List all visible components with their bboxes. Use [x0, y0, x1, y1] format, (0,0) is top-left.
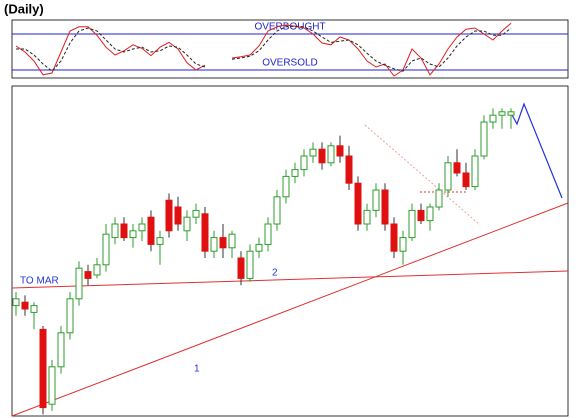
candle-body — [354, 182, 362, 225]
candle-body — [129, 230, 137, 239]
candle-body — [66, 298, 74, 334]
annotation: TO MAR — [20, 276, 59, 287]
candle-body — [273, 196, 281, 225]
annotation: 1 — [194, 364, 200, 375]
candle-body — [84, 271, 92, 279]
support-line — [11, 270, 569, 289]
candle-body — [264, 223, 272, 245]
candle-body — [300, 155, 308, 171]
candle-body — [327, 145, 335, 164]
candle-body — [165, 199, 173, 232]
candle-body — [102, 233, 110, 266]
candle-body — [498, 111, 506, 116]
candle-body — [237, 257, 245, 279]
candle-body — [336, 145, 344, 157]
oscillator-line — [231, 25, 512, 72]
candle-body — [228, 233, 236, 249]
candle-body — [309, 148, 317, 157]
candle-body — [345, 155, 353, 184]
candle-body — [390, 223, 398, 252]
candle-body — [399, 237, 407, 252]
candle-body — [30, 305, 38, 313]
candle-body — [435, 189, 443, 208]
oscillator-line — [231, 22, 512, 77]
candle-body — [57, 332, 65, 368]
candle-body — [75, 267, 83, 300]
candle-body — [471, 155, 479, 188]
price-panel — [11, 85, 569, 417]
candle-body — [201, 213, 209, 252]
candle-body — [147, 216, 155, 245]
candle-body — [93, 264, 101, 276]
candle-body — [255, 243, 263, 252]
resistance-line — [364, 124, 481, 226]
annotation: 2 — [272, 268, 278, 279]
candle-body — [39, 328, 47, 409]
trend-line — [11, 202, 569, 417]
level-label: OVERSOLD — [262, 58, 318, 69]
candle-body — [219, 237, 227, 249]
candle-body — [156, 237, 164, 245]
candle-body — [363, 209, 371, 225]
candle-body — [120, 223, 128, 239]
candle-body — [48, 366, 56, 405]
candle-body — [12, 298, 20, 307]
candle-body — [507, 111, 515, 116]
candle-body — [210, 237, 218, 252]
candle-body — [462, 172, 470, 188]
candle-body — [174, 206, 182, 225]
candle-body — [318, 148, 326, 164]
candle-body — [111, 223, 119, 239]
candle-body — [192, 209, 200, 218]
oscillator-panel — [11, 19, 569, 79]
candle-body — [444, 162, 452, 191]
projection — [510, 102, 563, 199]
candle-body — [21, 301, 29, 310]
candle-body — [381, 189, 389, 225]
candle-body — [291, 169, 299, 177]
oscillator-line — [15, 26, 206, 76]
candle-body — [282, 175, 290, 198]
candle-body — [138, 223, 146, 232]
candle-body — [246, 250, 254, 279]
candle-body — [408, 209, 416, 239]
candle-body — [489, 114, 497, 123]
candle-body — [453, 162, 461, 174]
candle-body — [372, 189, 380, 211]
candle-body — [426, 206, 434, 222]
candle-body — [417, 209, 425, 222]
chart-title: (Daily) — [4, 1, 44, 16]
level-label: OVERBOUGHT — [254, 22, 325, 33]
oscillator-line — [16, 27, 206, 72]
candle-body — [183, 216, 191, 232]
candle-body — [480, 121, 488, 157]
